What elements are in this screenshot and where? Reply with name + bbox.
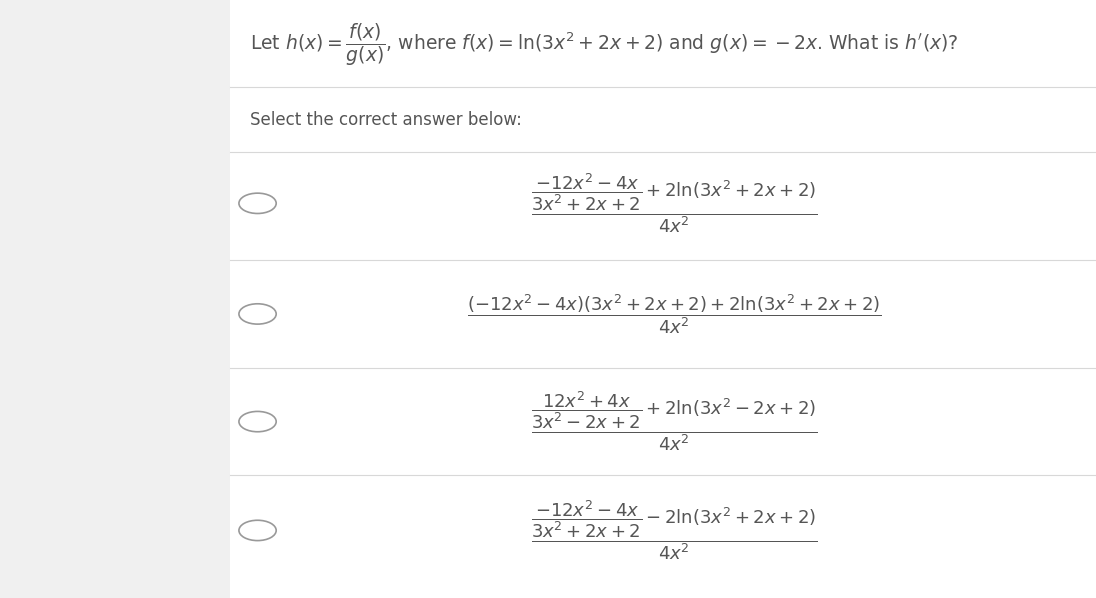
Text: $\dfrac{\dfrac{-12x^2-4x}{3x^2+2x+2} - 2\ln(3x^2 + 2x + 2)}{4x^2}$: $\dfrac{\dfrac{-12x^2-4x}{3x^2+2x+2} - 2… [530,499,818,562]
Text: $\dfrac{\dfrac{-12x^2-4x}{3x^2+2x+2} + 2\ln(3x^2 + 2x + 2)}{4x^2}$: $\dfrac{\dfrac{-12x^2-4x}{3x^2+2x+2} + 2… [530,172,818,235]
Text: Select the correct answer below:: Select the correct answer below: [250,111,522,129]
FancyBboxPatch shape [230,0,1096,598]
FancyBboxPatch shape [0,0,230,598]
Text: Let $h(x) = \dfrac{f(x)}{g(x)}$, where $f(x) = \ln(3x^2 + 2x + 2)$ and $g(x) = -: Let $h(x) = \dfrac{f(x)}{g(x)}$, where $… [250,22,959,68]
Text: $\dfrac{(-12x^2 - 4x)(3x^2 + 2x + 2) + 2\ln(3x^2 + 2x + 2)}{4x^2}$: $\dfrac{(-12x^2 - 4x)(3x^2 + 2x + 2) + 2… [467,292,881,336]
Text: $\dfrac{\dfrac{12x^2+4x}{3x^2-2x+2} + 2\ln(3x^2 - 2x + 2)}{4x^2}$: $\dfrac{\dfrac{12x^2+4x}{3x^2-2x+2} + 2\… [530,390,818,453]
